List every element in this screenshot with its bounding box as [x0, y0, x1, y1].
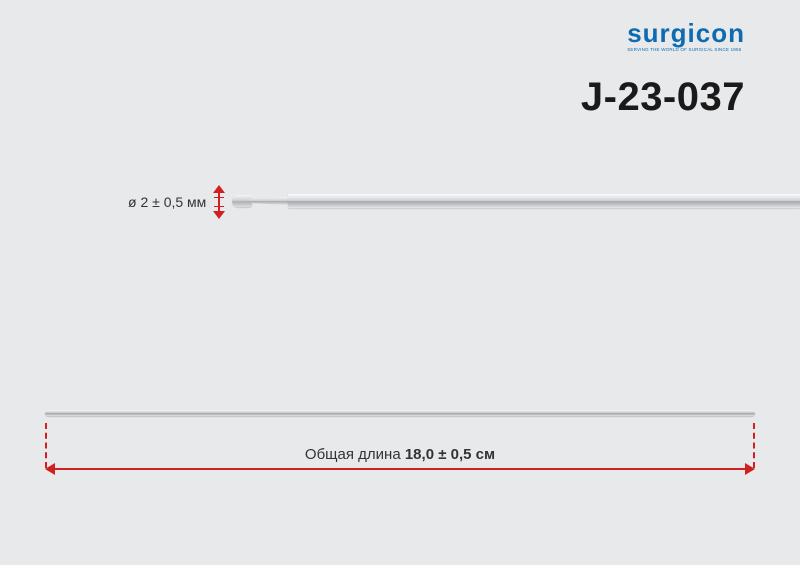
length-prefix: Общая длина — [305, 446, 405, 463]
diameter-annotation: ø 2 ± 0,5 мм — [128, 188, 226, 216]
brand-logo: surgicon SERVING THE WORLD OF SURGICAL S… — [627, 20, 745, 52]
diameter-caliper-icon — [212, 188, 226, 216]
length-value: 18,0 ± 0,5 см — [405, 446, 495, 463]
product-code: J-23-037 — [581, 75, 745, 120]
instrument-shaft-icon — [288, 194, 800, 208]
instrument-tip-icon — [232, 195, 252, 207]
brand-name: surgicon — [627, 20, 745, 46]
dimension-line-icon — [53, 468, 747, 470]
instrument-closeup — [232, 192, 800, 210]
arrow-right-icon — [745, 463, 755, 475]
instrument-full — [45, 410, 755, 416]
instrument-neck-icon — [250, 197, 290, 205]
diameter-label: ø 2 ± 0,5 мм — [128, 194, 206, 210]
brand-tagline: SERVING THE WORLD OF SURGICAL SINCE 1956 — [627, 47, 745, 52]
length-label: Общая длина 18,0 ± 0,5 см — [0, 446, 800, 463]
